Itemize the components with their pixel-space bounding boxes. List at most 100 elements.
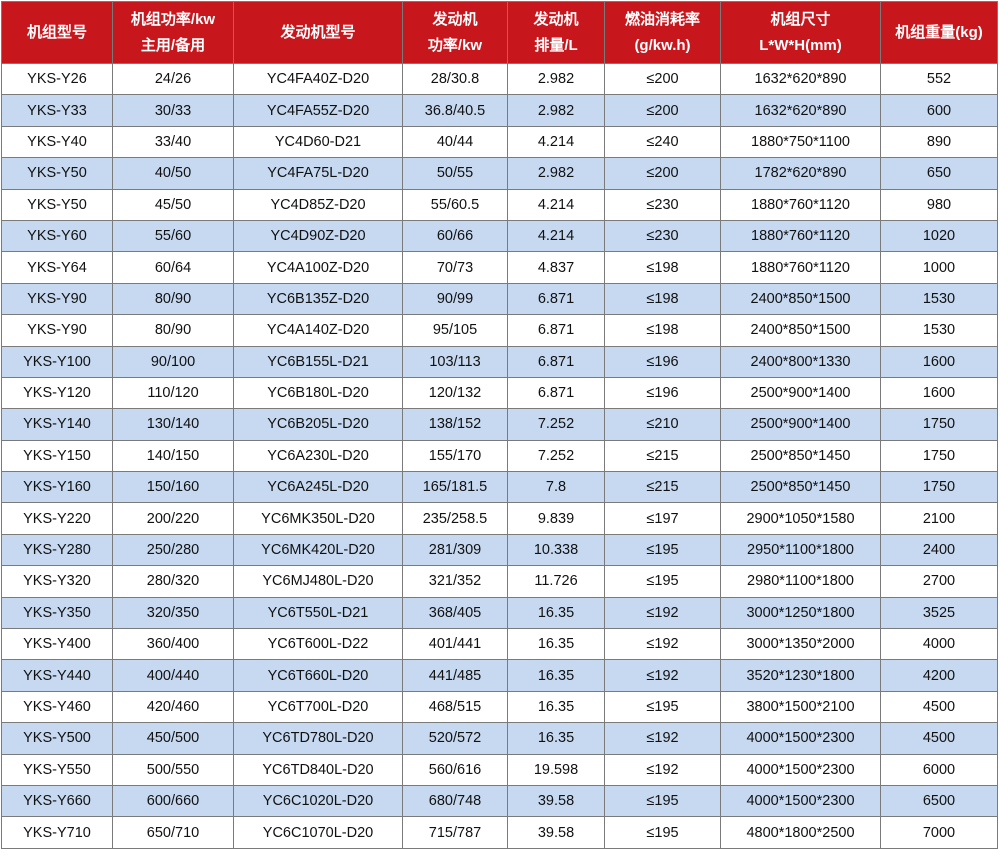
cell-engine-displacement: 2.982 [507, 157, 605, 190]
table-body: YKS-Y26 24/26 YC4FA40Z-D20 28/30.8 2.982 ≤200… [1, 62, 998, 849]
cell-engine-power: 70/73 [402, 251, 508, 284]
cell-fuel-consumption: ≤195 [604, 533, 721, 567]
cell-engine-power: 401/441 [402, 628, 508, 661]
header-label: 机组功率/kw [130, 10, 216, 28]
cell-unit-dimensions: 3000*1350*2000 [720, 628, 881, 661]
cell-engine-power: 40/44 [402, 125, 508, 159]
header-label: 机组重量(kg) [895, 23, 983, 41]
cell-unit-model: YKS-Y40 [1, 125, 113, 159]
cell-fuel-consumption: ≤215 [604, 471, 721, 504]
cell-unit-dimensions: 2500*900*1400 [720, 408, 881, 441]
cell-fuel-consumption: ≤197 [604, 502, 721, 535]
cell-fuel-consumption: ≤192 [604, 753, 721, 786]
cell-engine-power: 321/352 [402, 565, 508, 598]
cell-engine-model: YC6TD840L-D20 [233, 753, 403, 786]
cell-engine-model: YC6MJ480L-D20 [233, 565, 403, 598]
cell-unit-power: 130/140 [112, 408, 234, 441]
cell-unit-weight: 552 [880, 62, 998, 96]
cell-engine-model: YC4A100Z-D20 [233, 251, 403, 284]
cell-engine-power: 441/485 [402, 659, 508, 692]
cell-engine-displacement: 11.726 [507, 565, 605, 598]
header-engine-model: 发动机型号 [233, 1, 403, 64]
cell-unit-weight: 980 [880, 188, 998, 221]
cell-engine-power: 560/616 [402, 753, 508, 786]
cell-fuel-consumption: ≤198 [604, 251, 721, 284]
header-unit-dimensions: 机组尺寸 L*W*H(mm) [720, 1, 881, 64]
cell-engine-model: YC6T600L-D22 [233, 628, 403, 661]
table-row: YKS-Y280 250/280 YC6MK420L-D20 281/309 10.33… [1, 533, 998, 567]
cell-unit-dimensions: 4000*1500*2300 [720, 722, 881, 755]
cell-engine-displacement: 6.871 [507, 314, 605, 347]
cell-unit-power: 60/64 [112, 251, 234, 284]
cell-unit-weight: 1000 [880, 251, 998, 284]
cell-unit-weight: 4000 [880, 628, 998, 661]
header-label: 机组尺寸 [770, 10, 831, 28]
cell-engine-power: 95/105 [402, 314, 508, 347]
cell-engine-model: YC4FA40Z-D20 [233, 62, 403, 96]
cell-fuel-consumption: ≤196 [604, 345, 721, 378]
table-row: YKS-Y90 80/90 YC6B135Z-D20 90/99 6.871 ≤198 24… [1, 282, 998, 316]
cell-unit-model: YKS-Y140 [1, 408, 113, 441]
cell-unit-model: YKS-Y320 [1, 565, 113, 598]
header-label: 发动机 [432, 10, 478, 28]
cell-engine-displacement: 16.35 [507, 722, 605, 755]
cell-unit-weight: 1600 [880, 345, 998, 378]
cell-engine-displacement: 10.338 [507, 533, 605, 567]
cell-engine-displacement: 9.839 [507, 502, 605, 535]
cell-engine-model: YC6B180L-D20 [233, 376, 403, 410]
cell-fuel-consumption: ≤192 [604, 659, 721, 692]
cell-engine-displacement: 2.982 [507, 94, 605, 127]
table-row: YKS-Y220 200/220 YC6MK350L-D20 235/258.5 9.8… [1, 502, 998, 535]
cell-engine-model: YC6C1020L-D20 [233, 784, 403, 818]
cell-engine-displacement: 2.982 [507, 62, 605, 96]
table-row: YKS-Y50 40/50 YC4FA75L-D20 50/55 2.982 ≤200 17… [1, 157, 998, 190]
cell-unit-power: 600/660 [112, 784, 234, 818]
cell-unit-dimensions: 1880*760*1120 [720, 251, 881, 284]
cell-unit-model: YKS-Y440 [1, 659, 113, 692]
cell-unit-model: YKS-Y660 [1, 784, 113, 818]
cell-engine-power: 138/152 [402, 408, 508, 441]
cell-engine-model: YC6MK420L-D20 [233, 533, 403, 567]
table-row: YKS-Y64 60/64 YC4A100Z-D20 70/73 4.837 ≤198 18… [1, 251, 998, 284]
cell-unit-weight: 1600 [880, 376, 998, 410]
cell-unit-dimensions: 4000*1500*2300 [720, 784, 881, 818]
cell-engine-power: 60/66 [402, 219, 508, 253]
header-label: 发动机 [533, 10, 579, 28]
cell-fuel-consumption: ≤215 [604, 439, 721, 473]
cell-engine-model: YC6C1070L-D20 [233, 816, 403, 849]
cell-unit-power: 55/60 [112, 219, 234, 253]
cell-engine-model: YC6B155L-D21 [233, 345, 403, 378]
header-label: 机组型号 [26, 23, 87, 41]
table-row: YKS-Y710 650/710 YC6C1070L-D20 715/787 39.58… [1, 816, 998, 849]
cell-unit-dimensions: 1880*760*1120 [720, 188, 881, 221]
table-row: YKS-Y660 600/660 YC6C1020L-D20 680/748 39.58… [1, 784, 998, 818]
cell-unit-power: 150/160 [112, 471, 234, 504]
table-row: YKS-Y150 140/150 YC6A230L-D20 155/170 7.252 ≤… [1, 439, 998, 473]
cell-unit-weight: 6500 [880, 784, 998, 818]
cell-unit-model: YKS-Y280 [1, 533, 113, 567]
cell-engine-displacement: 7.252 [507, 439, 605, 473]
header-label: 功率/kw [427, 36, 483, 54]
table-row: YKS-Y500 450/500 YC6TD780L-D20 520/572 16.35… [1, 722, 998, 755]
table-row: YKS-Y550 500/550 YC6TD840L-D20 560/616 19.59… [1, 753, 998, 786]
cell-unit-weight: 600 [880, 94, 998, 127]
cell-engine-model: YC4FA55Z-D20 [233, 94, 403, 127]
table-row: YKS-Y50 45/50 YC4D85Z-D20 55/60.5 4.214 ≤230 1… [1, 188, 998, 221]
table-row: YKS-Y140 130/140 YC6B205L-D20 138/152 7.252 ≤… [1, 408, 998, 441]
cell-engine-power: 468/515 [402, 690, 508, 724]
cell-engine-power: 520/572 [402, 722, 508, 755]
cell-unit-power: 360/400 [112, 628, 234, 661]
cell-unit-power: 80/90 [112, 282, 234, 316]
cell-unit-power: 90/100 [112, 345, 234, 378]
header-engine-displacement: 发动机 排量/L [507, 1, 605, 64]
cell-fuel-consumption: ≤192 [604, 596, 721, 630]
cell-fuel-consumption: ≤200 [604, 94, 721, 127]
cell-unit-weight: 3525 [880, 596, 998, 630]
cell-unit-power: 24/26 [112, 62, 234, 96]
table-row: YKS-Y460 420/460 YC6T700L-D20 468/515 16.35 ≤… [1, 690, 998, 724]
cell-unit-dimensions: 2900*1050*1580 [720, 502, 881, 535]
cell-unit-model: YKS-Y160 [1, 471, 113, 504]
cell-fuel-consumption: ≤230 [604, 219, 721, 253]
table-row: YKS-Y90 80/90 YC4A140Z-D20 95/105 6.871 ≤198 2… [1, 314, 998, 347]
cell-unit-dimensions: 4800*1800*2500 [720, 816, 881, 849]
